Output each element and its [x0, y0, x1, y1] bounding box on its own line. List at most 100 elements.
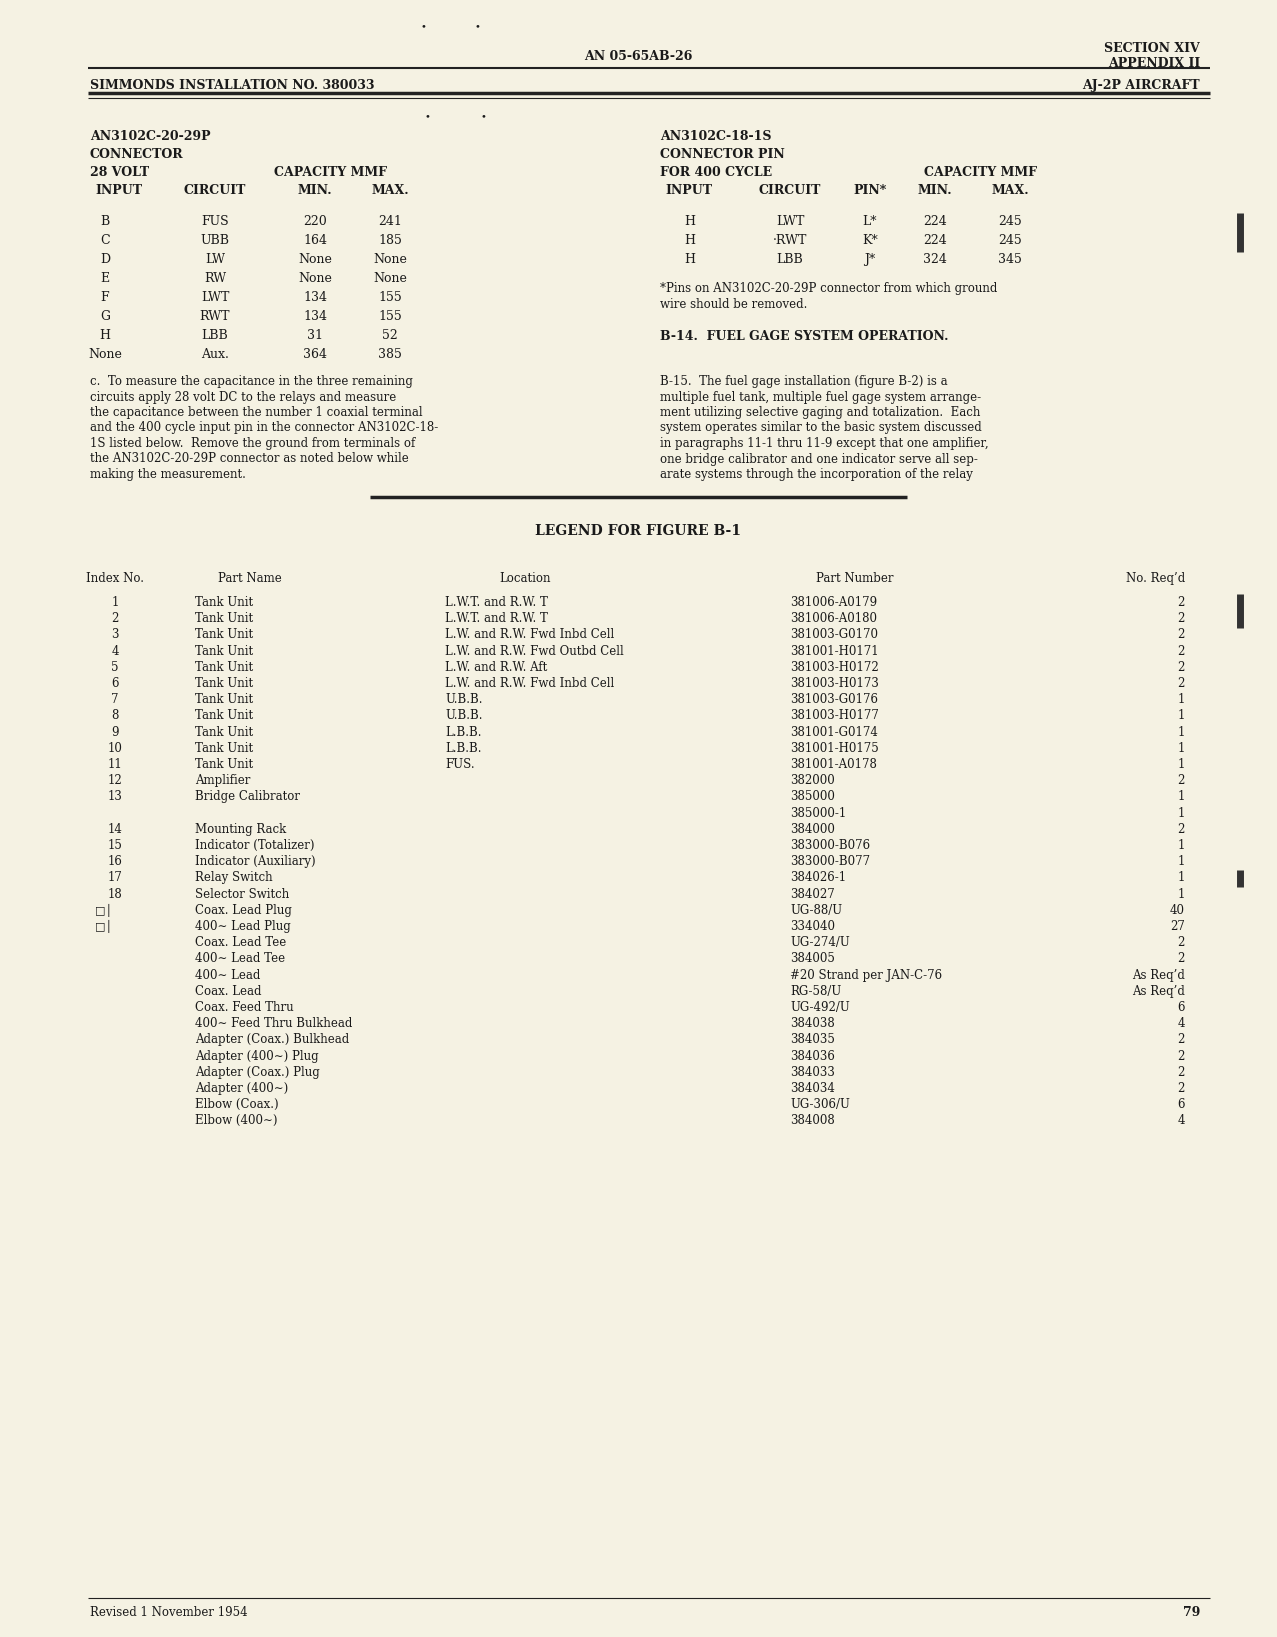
Text: 2: 2: [1177, 678, 1185, 691]
Text: FUS: FUS: [202, 214, 229, 228]
Text: 15: 15: [107, 840, 123, 851]
Text: 384027: 384027: [790, 887, 835, 900]
Text: 1: 1: [1177, 758, 1185, 771]
Text: 1: 1: [1177, 855, 1185, 868]
Text: Mounting Rack: Mounting Rack: [195, 823, 286, 837]
Text: 4: 4: [1177, 1017, 1185, 1030]
Text: 6: 6: [1177, 1098, 1185, 1112]
Text: 1: 1: [1177, 742, 1185, 755]
Text: 2: 2: [1177, 823, 1185, 837]
Text: circuits apply 28 volt DC to the relays and measure: circuits apply 28 volt DC to the relays …: [89, 391, 396, 403]
Text: 385: 385: [378, 349, 402, 362]
Text: 381001-A0178: 381001-A0178: [790, 758, 877, 771]
Text: APPENDIX II: APPENDIX II: [1107, 57, 1200, 70]
Text: L.W. and R.W. Aft: L.W. and R.W. Aft: [444, 661, 548, 674]
Text: SECTION XIV: SECTION XIV: [1105, 43, 1200, 56]
Text: Tank Unit: Tank Unit: [195, 742, 253, 755]
Text: 2: 2: [1177, 1066, 1185, 1079]
Text: 384026-1: 384026-1: [790, 871, 847, 884]
Text: •: •: [420, 21, 425, 31]
Text: 384034: 384034: [790, 1082, 835, 1095]
Text: 384033: 384033: [790, 1066, 835, 1079]
Text: UG-492/U: UG-492/U: [790, 1000, 849, 1013]
Text: 382000: 382000: [790, 774, 835, 787]
Text: MIN.: MIN.: [918, 183, 953, 196]
Text: *Pins on AN3102C-20-29P connector from which ground: *Pins on AN3102C-20-29P connector from w…: [660, 282, 997, 295]
Text: 381001-H0175: 381001-H0175: [790, 742, 879, 755]
Text: L.W. and R.W. Fwd Outbd Cell: L.W. and R.W. Fwd Outbd Cell: [444, 645, 623, 658]
Text: RWT: RWT: [199, 309, 230, 322]
Text: 2: 2: [1177, 953, 1185, 966]
Text: PIN*: PIN*: [853, 183, 886, 196]
Text: MAX.: MAX.: [372, 183, 409, 196]
Text: Indicator (Totalizer): Indicator (Totalizer): [195, 840, 314, 851]
Text: H: H: [684, 214, 696, 228]
Text: Index No.: Index No.: [86, 571, 144, 584]
Text: SIMMONDS INSTALLATION NO. 380033: SIMMONDS INSTALLATION NO. 380033: [89, 79, 374, 92]
Text: None: None: [373, 272, 407, 285]
Text: Coax. Lead Tee: Coax. Lead Tee: [195, 936, 286, 949]
Text: UG-306/U: UG-306/U: [790, 1098, 850, 1112]
Text: Tank Unit: Tank Unit: [195, 725, 253, 738]
Text: 2: 2: [1177, 612, 1185, 625]
Text: 334040: 334040: [790, 920, 835, 933]
Text: 2: 2: [111, 612, 119, 625]
Text: 381001-H0171: 381001-H0171: [790, 645, 879, 658]
Text: None: None: [373, 254, 407, 265]
Text: 381003-H0173: 381003-H0173: [790, 678, 879, 691]
Text: Adapter (Coax.) Bulkhead: Adapter (Coax.) Bulkhead: [195, 1033, 349, 1046]
Text: 28 VOLT: 28 VOLT: [89, 165, 149, 178]
Text: ·RWT: ·RWT: [773, 234, 807, 247]
Text: MAX.: MAX.: [991, 183, 1029, 196]
Text: Coax. Lead Plug: Coax. Lead Plug: [195, 904, 292, 917]
Text: 8: 8: [111, 709, 119, 722]
Text: 31: 31: [306, 329, 323, 342]
Text: FUS.: FUS.: [444, 758, 475, 771]
Text: Tank Unit: Tank Unit: [195, 661, 253, 674]
Text: wire should be removed.: wire should be removed.: [660, 298, 807, 311]
Text: 1: 1: [1177, 887, 1185, 900]
Text: CAPACITY MMF: CAPACITY MMF: [923, 165, 1037, 178]
Text: 4: 4: [111, 645, 119, 658]
Text: 1: 1: [1177, 725, 1185, 738]
Text: Adapter (Coax.) Plug: Adapter (Coax.) Plug: [195, 1066, 319, 1079]
Text: Relay Switch: Relay Switch: [195, 871, 272, 884]
Text: INPUT: INPUT: [94, 183, 142, 196]
Text: 1: 1: [1177, 840, 1185, 851]
Text: 1: 1: [1177, 791, 1185, 804]
Text: 14: 14: [107, 823, 123, 837]
Text: INPUT: INPUT: [665, 183, 713, 196]
Text: 185: 185: [378, 234, 402, 247]
Text: Elbow (Coax.): Elbow (Coax.): [195, 1098, 278, 1112]
Text: 13: 13: [107, 791, 123, 804]
Text: 164: 164: [303, 234, 327, 247]
Text: one bridge calibrator and one indicator serve all sep-: one bridge calibrator and one indicator …: [660, 452, 978, 465]
Text: 1S listed below.  Remove the ground from terminals of: 1S listed below. Remove the ground from …: [89, 437, 415, 450]
Text: 1: 1: [1177, 807, 1185, 820]
Text: LEGEND FOR FIGURE B-1: LEGEND FOR FIGURE B-1: [535, 524, 741, 539]
Text: system operates similar to the basic system discussed: system operates similar to the basic sys…: [660, 421, 982, 434]
Text: G: G: [100, 309, 110, 322]
Text: Tank Unit: Tank Unit: [195, 596, 253, 609]
Text: F: F: [101, 291, 110, 304]
Text: AJ-2P AIRCRAFT: AJ-2P AIRCRAFT: [1083, 79, 1200, 92]
Text: 1: 1: [1177, 692, 1185, 706]
Text: 383000-B077: 383000-B077: [790, 855, 870, 868]
Text: □│: □│: [94, 920, 112, 933]
Text: c.  To measure the capacitance in the three remaining: c. To measure the capacitance in the thr…: [89, 375, 412, 388]
Text: L.W.T. and R.W. T: L.W.T. and R.W. T: [444, 596, 548, 609]
Text: Tank Unit: Tank Unit: [195, 758, 253, 771]
Text: Part Number: Part Number: [816, 571, 894, 584]
Text: multiple fuel tank, multiple fuel gage system arrange-: multiple fuel tank, multiple fuel gage s…: [660, 391, 981, 403]
Text: AN3102C-18-1S: AN3102C-18-1S: [660, 129, 771, 142]
Text: MIN.: MIN.: [298, 183, 332, 196]
Text: 7: 7: [111, 692, 119, 706]
Text: None: None: [298, 272, 332, 285]
Text: 155: 155: [378, 291, 402, 304]
Text: C: C: [100, 234, 110, 247]
Text: 5: 5: [111, 661, 119, 674]
Text: 381001-G0174: 381001-G0174: [790, 725, 877, 738]
Text: Selector Switch: Selector Switch: [195, 887, 290, 900]
Text: •: •: [480, 111, 485, 121]
Text: □│: □│: [94, 904, 112, 917]
